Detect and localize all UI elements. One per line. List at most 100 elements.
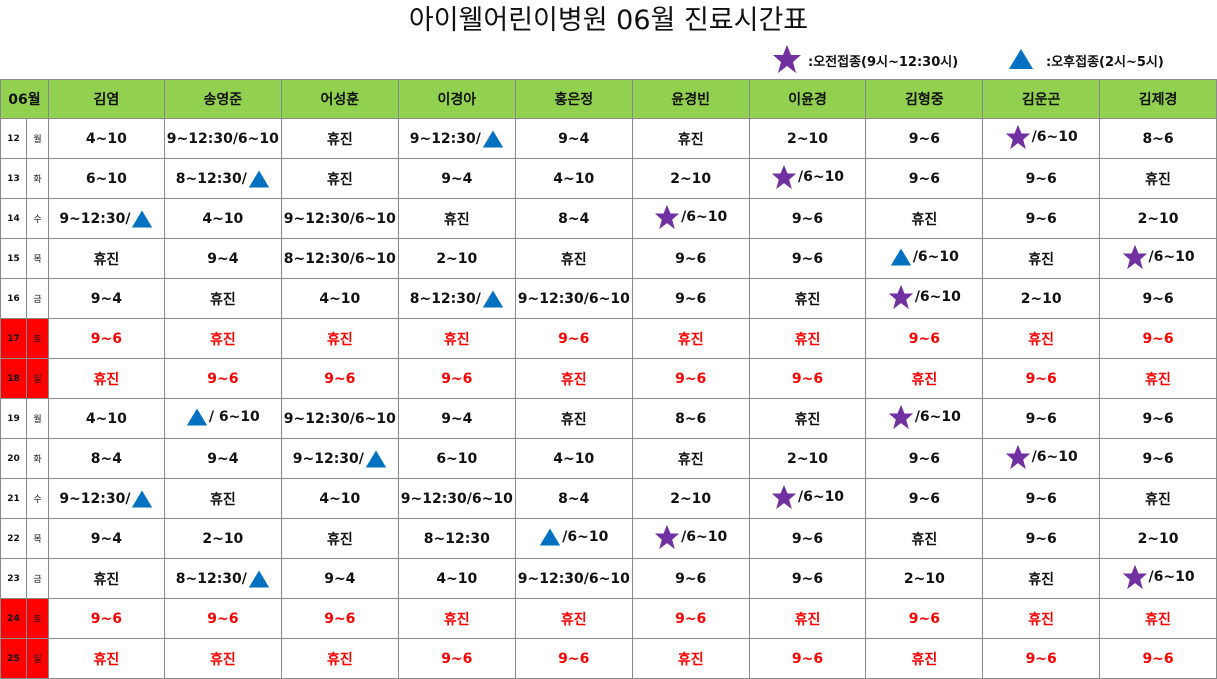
schedule-cell: 2~10 [748,438,867,479]
schedule-cell: 휴진 [397,198,516,239]
schedule-cell: 9~6 [982,198,1101,239]
schedule-cell: 9~6 [280,598,399,639]
schedule-body: 12 월 4~10 9~12:30/6~10 휴진 9~12:30/9~4 휴진 2~10 9~… [0,118,1217,679]
schedule-cell-value: 9~12:30/6~10 [518,571,630,587]
schedule-cell: 9~6 [47,318,165,359]
schedule-cell: 9~12:30/6~10 [397,478,516,519]
schedule-cell: 휴진 [47,638,165,679]
doctor-header: 어성훈 [280,79,399,119]
schedule-cell: 휴진 [748,398,867,439]
schedule-cell: /6~10 [631,198,750,239]
month-header: 06월 [0,79,49,119]
cell-text: 9~4 [441,410,473,427]
schedule-cell: 휴진 [631,318,750,359]
day-number: 16 [0,278,27,319]
cell-text: 9~4 [207,250,239,267]
star-icon [771,484,797,509]
schedule-cell-value: 4~10 [553,451,594,467]
schedule-cell-value: 9~6 [441,651,472,667]
cell-text: 9~12:30/6~10 [517,570,630,587]
schedule-cell-value: 9~12:30/6~10 [284,411,396,427]
schedule-row: 14 수 9~12:30/4~10 9~12:30/6~10 휴진 8~4/6~10 9~6… [0,198,1217,239]
schedule-cell-value: 휴진 [911,529,937,549]
schedule-cell-value: 2~10 [202,531,243,547]
schedule-cell: 8~4 [47,438,165,479]
weekday-label: 월 [25,118,49,159]
schedule-cell: 9~4 [163,238,282,279]
schedule-cell-value: 9~4 [324,571,355,587]
schedule-cell-value: 9~12:30/ [293,449,387,469]
cell-text: 2~10 [787,450,828,467]
schedule-cell: 9~4 [47,278,165,319]
cell-text: 9~6 [558,650,590,667]
schedule-cell: 2~10 [982,278,1101,319]
day-number: 23 [0,558,27,599]
schedule-cell-value: 2~10 [670,491,711,507]
schedule-cell-value: 9~6 [1026,411,1057,427]
cell-text: 2~10 [436,250,478,267]
schedule-cell-value: 4~10 [86,131,127,147]
schedule-cell-value: 9~6 [675,571,706,587]
cell-text: 9~6 [908,330,940,347]
schedule-cell: 9~4 [280,558,399,599]
schedule-cell-value: 9~6 [792,251,823,267]
schedule-cell: 휴진 [748,598,867,639]
triangle-icon [132,210,153,227]
weekday-label: 목 [25,238,49,279]
schedule-cell-value: 휴진 [444,209,470,229]
weekday-label: 수 [25,478,49,519]
cell-text: 2~10 [903,570,945,587]
triangle-icon [482,290,504,307]
schedule-cell-value: 9~6 [909,611,940,627]
cell-text: 2~10 [202,530,244,547]
cell-text: 8~12:30/ [175,570,247,587]
doctor-header: 김운곤 [982,79,1101,119]
schedule-cell-value: 9~6 [1026,491,1057,507]
schedule-cell: 9~6 [631,558,750,599]
cell-text: 9~6 [791,650,824,667]
schedule-cell-value: 휴진 [1028,569,1054,589]
cell-text: 9~4 [324,570,356,587]
schedule-cell: 9~12:30/6~10 [280,198,399,239]
triangle-icon [248,170,270,187]
schedule-cell: 9~6 [865,478,984,519]
schedule-cell: 9~6 [982,518,1101,559]
schedule-cell-value: 9~6 [909,171,940,187]
weekday-label: 화 [25,438,49,479]
schedule-cell-value: /6~10 [654,204,727,230]
schedule-cell-value: 휴진 [327,649,353,669]
schedule-row: 19 월 4~10 / 6~10 9~12:30/6~10 9~4 휴진 8~6 휴진/6~1… [0,398,1217,439]
schedule-cell: 휴진 [865,198,984,239]
schedule-cell-value: 9~6 [909,131,940,147]
cell-text: 4~10 [319,290,361,307]
schedule-cell-value: 9~6 [1026,371,1057,387]
schedule-cell-value: 8~4 [558,491,589,507]
cell-text: 9~6 [675,290,707,307]
cell-text: 9~6 [558,330,590,347]
schedule-cell: 휴진 [865,358,984,399]
cell-text: 9~6 [1142,410,1174,427]
cell-text: 휴진 [1028,571,1055,588]
schedule-cell-value: 9~6 [1026,651,1057,667]
page-title: 아이웰어린이병원 06월 진료시간표 [408,5,809,36]
schedule-cell-value: 휴진 [1028,329,1054,349]
schedule-cell-value: 9~12:30/6~10 [518,291,630,307]
doctor-header: 김형중 [865,79,984,119]
cell-text: 휴진 [1145,491,1171,508]
schedule-cell-value: 4~10 [319,291,360,307]
schedule-cell-value: 9~6 [792,371,823,387]
schedule-cell: 9~12:30/ [47,478,165,519]
star-icon [773,45,801,73]
schedule-cell-value: 휴진 [678,649,704,669]
cell-text: 9~6 [908,610,940,627]
cell-text: 9~6 [324,370,356,387]
schedule-cell: 9~6 [865,598,984,639]
cell-text: 6~10 [436,450,478,467]
cell-text: 8~12:30/6~10 [283,250,396,267]
schedule-cell-value: 4~10 [202,211,243,227]
schedule-cell-value: 8~12:30/ [176,569,270,589]
schedule-cell: /6~10 [1099,238,1217,279]
cell-text: /6~10 [914,408,961,425]
cell-text: /6~10 [797,168,845,185]
day-number: 12 [0,118,27,159]
